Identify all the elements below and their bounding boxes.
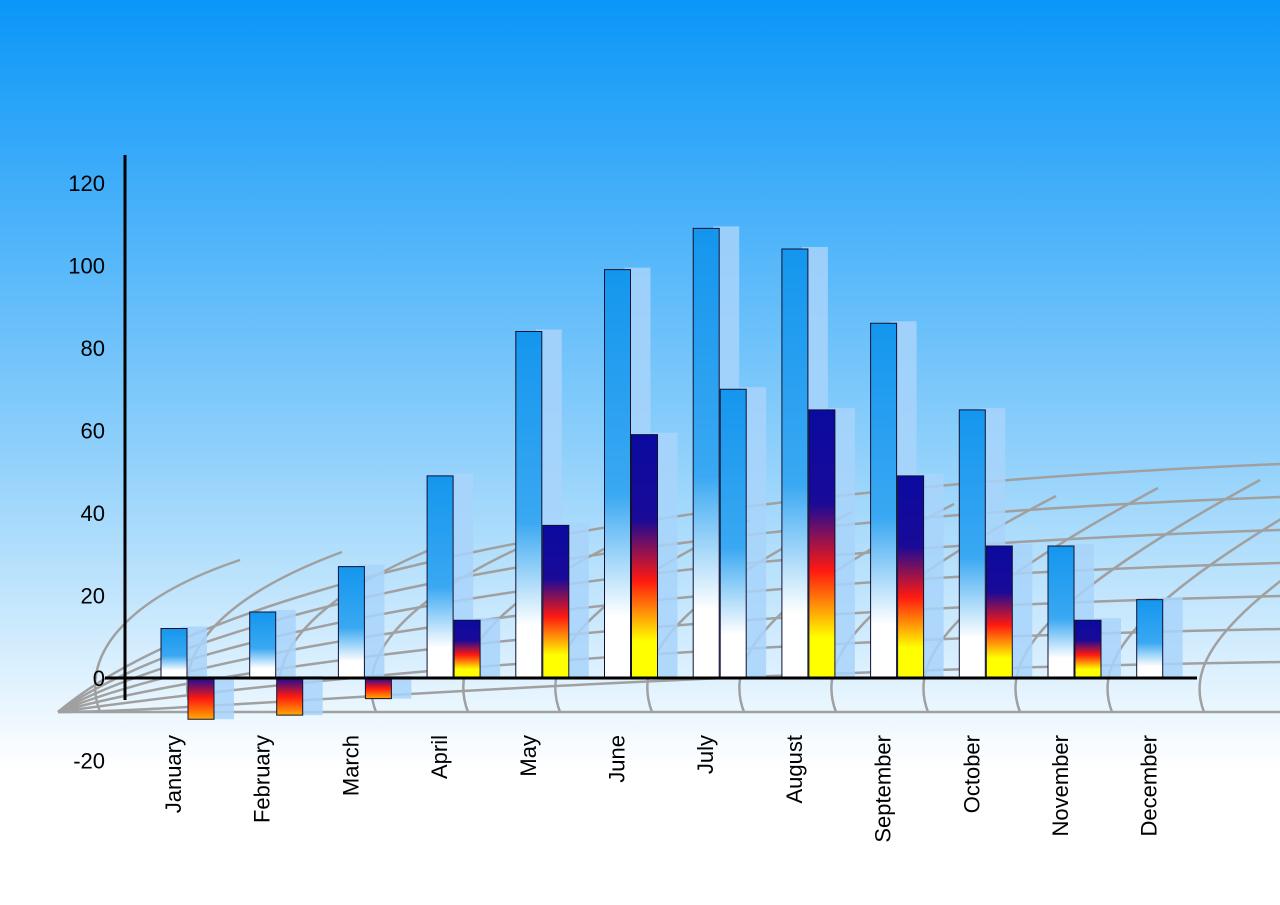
bar-series-1 <box>515 331 543 679</box>
x-tick-label: June <box>605 735 630 783</box>
bar-series-2 <box>542 524 570 679</box>
x-tick-label: November <box>1048 735 1073 836</box>
bar-series-2 <box>719 388 747 679</box>
x-tick-label: July <box>693 735 718 774</box>
bar-series-2 <box>985 545 1013 679</box>
x-tick-label: March <box>338 735 363 796</box>
bar-series-1 <box>337 566 365 679</box>
x-tick-label: January <box>161 735 186 813</box>
y-tick-label: 20 <box>81 584 105 609</box>
x-tick-label: February <box>250 735 275 823</box>
x-tick-label: April <box>427 735 452 779</box>
bar-series-2 <box>364 677 392 700</box>
grid-line <box>1198 579 1280 713</box>
bar-series-1 <box>692 227 720 679</box>
bar-series-1 <box>870 322 898 679</box>
y-tick-label: -20 <box>73 749 105 774</box>
bar-series-2 <box>808 409 836 679</box>
bar-series-1 <box>781 248 809 679</box>
grid-line <box>93 558 241 713</box>
bar-series-2 <box>276 677 304 716</box>
bar-series-1 <box>958 409 986 679</box>
y-tick-label: 120 <box>68 171 105 196</box>
bar-series-2 <box>1074 619 1102 679</box>
bar-series-2 <box>897 475 925 679</box>
bar-series-1 <box>249 611 277 679</box>
grid-line <box>922 486 1159 713</box>
bar-series-1 <box>1047 545 1075 679</box>
grid-line <box>185 550 343 713</box>
x-tick-label: August <box>782 735 807 804</box>
x-tick-label: October <box>959 735 984 813</box>
y-tick-label: 40 <box>81 501 105 526</box>
y-tick-label: 80 <box>81 336 105 361</box>
x-tick-label: December <box>1137 735 1162 836</box>
bar-series-2 <box>187 677 215 720</box>
bar-series-1 <box>426 475 454 679</box>
x-tick-label: September <box>871 735 896 843</box>
bar-series-1 <box>1136 599 1164 679</box>
bar-series-1 <box>160 628 188 679</box>
bar-series-1 <box>604 269 631 679</box>
x-tick-label: May <box>516 735 541 777</box>
bar-series-2 <box>631 434 658 679</box>
y-tick-label: 0 <box>93 666 105 691</box>
y-tick-label: 60 <box>81 419 105 444</box>
bar-series-2 <box>453 619 481 679</box>
y-tick-label: 100 <box>68 254 105 279</box>
